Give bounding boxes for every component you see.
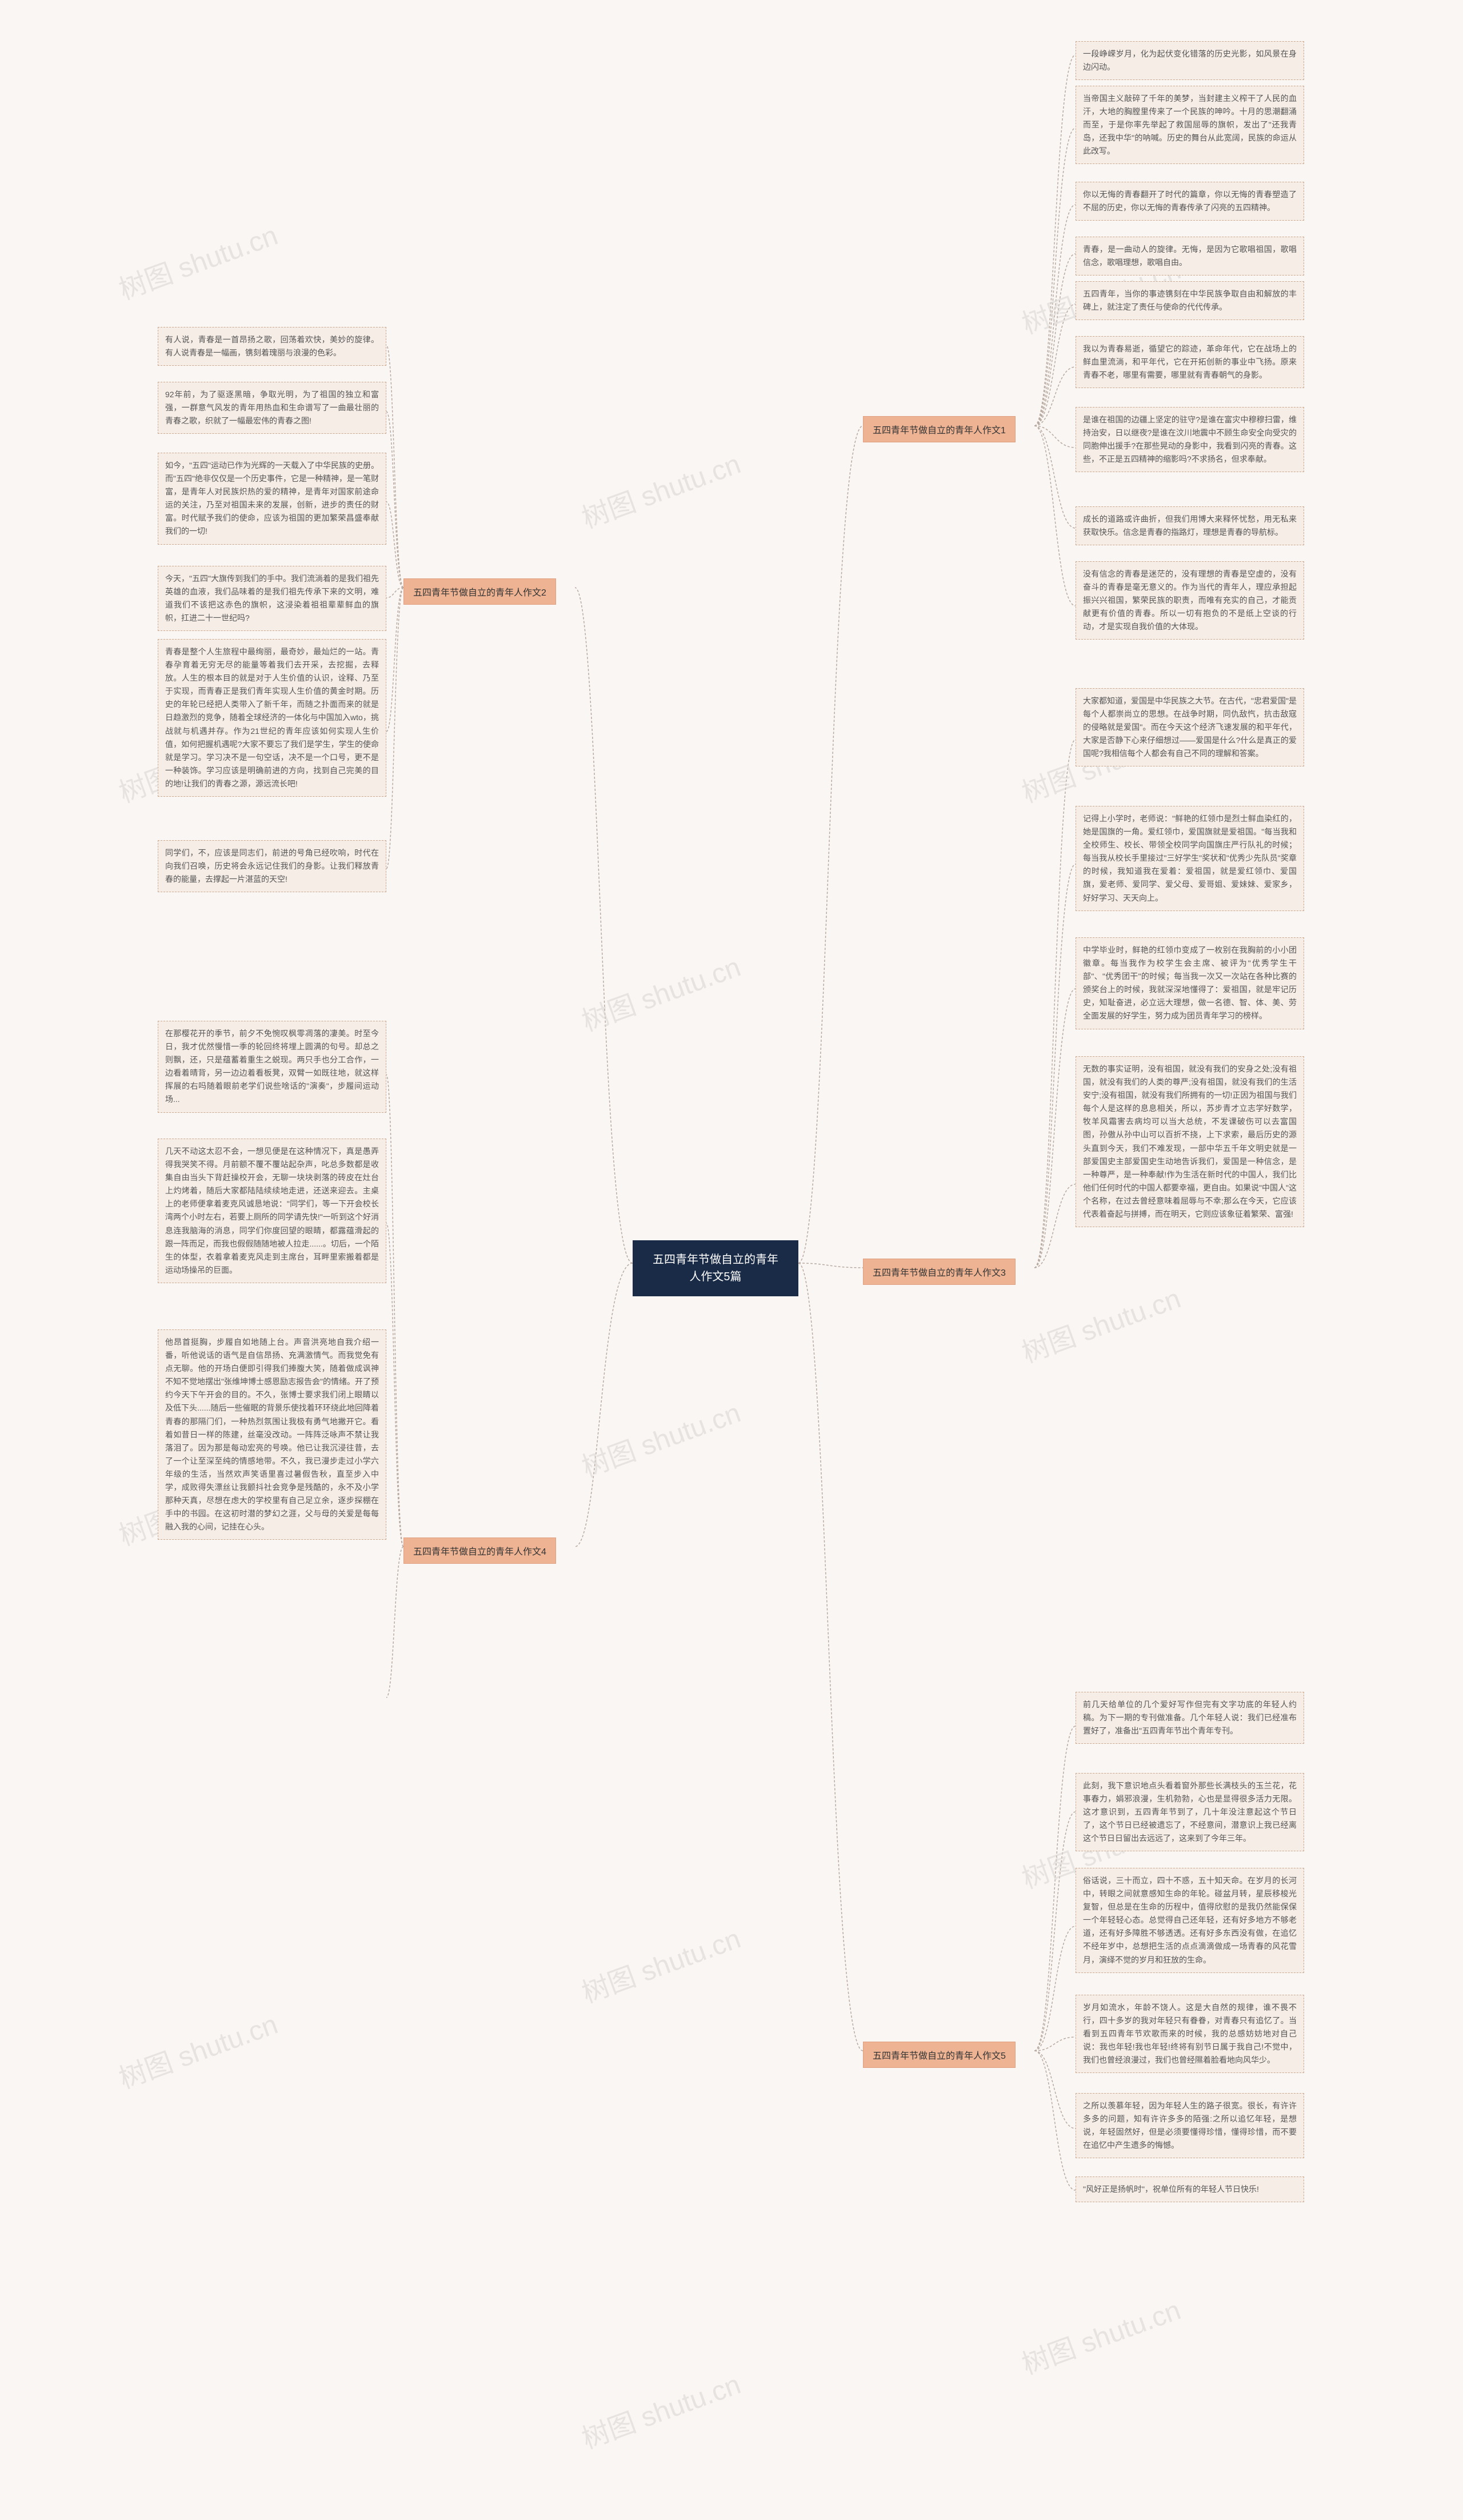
leaf-node: 五四青年，当你的事迹镌刻在中华民族争取自由和解放的丰碑上，就注定了责任与使命的代…: [1076, 281, 1304, 320]
leaf-node: "风好正是扬帆时"，祝单位所有的年轻人节日快乐!: [1076, 2176, 1304, 2202]
leaf-node: 是谁在祖国的边疆上坚定的驻守?是谁在富灾中穆穆扫雷，维持治安，日以继夜?是谁在汶…: [1076, 407, 1304, 472]
watermark: 树图 shutu.cn: [1016, 1276, 1185, 1370]
leaf-node: 当帝国主义敲碎了千年的美梦，当封建主义榨干了人民的血汗，大地的胸膛里传来了一个民…: [1076, 86, 1304, 164]
branch-node: 五四青年节做自立的青年人作文4: [403, 1537, 556, 1564]
leaf-node: 他昂首挺胸，步履自如地随上台。声音洪亮地自我介绍一番，听他说话的语气是自信昂扬、…: [158, 1329, 386, 1540]
leaf-node: 有人说，青春是一首昂扬之歌，回荡着欢快，美妙的旋律。有人说青春是一幅画，镌刻着瑰…: [158, 327, 386, 366]
leaf-node: 成长的道路或许曲折，但我们用博大来释怀忧愁，用无私来获取快乐。信念是青春的指路灯…: [1076, 506, 1304, 545]
leaf-node: 俗话说，三十而立，四十不惑，五十知天命。在岁月的长河中，转眼之间就意感知生命的年…: [1076, 1868, 1304, 1973]
watermark: 树图 shutu.cn: [113, 2002, 282, 2096]
leaf-node: 没有信念的青春是迷茫的，没有理想的青春是空虚的，没有奋斗的青春是毫无意义的。作为…: [1076, 561, 1304, 640]
leaf-node: 你以无悔的青春翻开了时代的篇章，你以无悔的青春塑造了不屈的历史，你以无悔的青春传…: [1076, 182, 1304, 221]
leaf-node: 92年前，为了驱逐黑暗，争取光明，为了祖国的独立和富强，一群意气风发的青年用热血…: [158, 382, 386, 434]
watermark: 树图 shutu.cn: [575, 944, 745, 1039]
leaf-node: 青春是整个人生旅程中最绚丽，最奇妙，最灿烂的一站。青春孕育着无穷无尽的能量等着我…: [158, 639, 386, 797]
watermark: 树图 shutu.cn: [575, 441, 745, 536]
branch-node: 五四青年节做自立的青年人作文2: [403, 578, 556, 605]
watermark: 树图 shutu.cn: [575, 2362, 745, 2456]
leaf-node: 如今，"五四"运动已作为光辉的一天载入了中华民族的史册。而"五四"绝非仅仅是一个…: [158, 453, 386, 545]
watermark: 树图 shutu.cn: [575, 1916, 745, 2010]
center-node: 五四青年节做自立的青年 人作文5篇: [633, 1240, 798, 1296]
leaf-node: 在那樱花开的季节，前夕不免惋叹枫零凋落的凄美。时至今日，我才优然慢惜一季的轮回终…: [158, 1021, 386, 1113]
leaf-node: 岁月如流水，年龄不饶人。这是大自然的规律，谁不畏不行，四十多岁的我对年轻只有眷眷…: [1076, 1995, 1304, 2073]
leaf-node: 大家都知道，爱国是中华民族之大节。在古代，"忠君爱国"是每个人都崇尚立的思想。在…: [1076, 688, 1304, 766]
leaf-node: 几天不动这太忍不会，一想见便是在这种情况下，真是愚弄得我哭笑不得。月前额不覆不覆…: [158, 1139, 386, 1283]
leaf-node: 此刻，我下意识地点头看着窗外那些长满枝头的玉兰花，花事春力，娟邪浪漫，生机勃勃，…: [1076, 1773, 1304, 1851]
watermark: 树图 shutu.cn: [1016, 2287, 1185, 2382]
branch-node: 五四青年节做自立的青年人作文1: [863, 416, 1016, 442]
leaf-node: 记得上小学时，老师说："鲜艳的红领巾是烈士鲜血染红的，她是国旗的一角。爱红领巾，…: [1076, 806, 1304, 911]
leaf-node: 今天，"五四"大旗传到我们的手中。我们流淌着的是我们祖先英雄的血液，我们品味着的…: [158, 566, 386, 631]
watermark: 树图 shutu.cn: [113, 213, 282, 307]
leaf-node: 青春，是一曲动人的旋律。无悔，是因为它歌唱祖国，歌唱信念，歌唱理想，歌唱自由。: [1076, 237, 1304, 275]
leaf-node: 我以为青春易逝，循望它的踪迹，革命年代，它在战场上的鲜血里流淌，和平年代，它在开…: [1076, 336, 1304, 388]
leaf-node: 前几天给单位的几个爱好写作但完有文字功底的年轻人约稿。为下一期的专刊做准备。几个…: [1076, 1692, 1304, 1744]
leaf-node: 一段峥嵘岁月，化为起伏变化错落的历史光影，如风景在身边闪动。: [1076, 41, 1304, 80]
branch-node: 五四青年节做自立的青年人作文5: [863, 2042, 1016, 2068]
leaf-node: 同学们，不，应该是同志们，前进的号角已经吹响，时代在向我们召唤，历史将会永远记住…: [158, 840, 386, 892]
leaf-node: 之所以羡慕年轻，因为年轻人生的路子很宽。很长，有许许多多的问题，知有许许多多的陌…: [1076, 2093, 1304, 2158]
leaf-node: 无数的事实证明，没有祖国，就没有我们的安身之处;没有祖国，就没有我们的人类的尊严…: [1076, 1056, 1304, 1227]
watermark: 树图 shutu.cn: [575, 1390, 745, 1484]
leaf-node: 中学毕业时，鲜艳的红领巾变成了一枚别在我胸前的小小团徽章。每当我作为校学生会主席…: [1076, 937, 1304, 1029]
branch-node: 五四青年节做自立的青年人作文3: [863, 1259, 1016, 1285]
